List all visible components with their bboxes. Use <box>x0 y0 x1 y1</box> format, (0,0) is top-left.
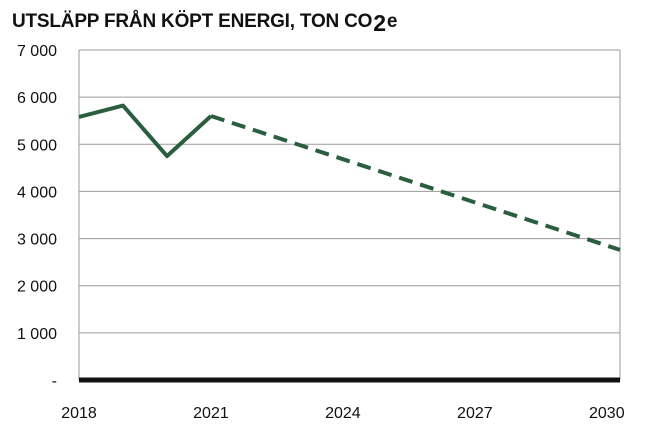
actual-line <box>78 103 213 159</box>
chart-title: UTSLÄPP FRÅN KÖPT ENERGI, TON CO2e <box>12 6 398 36</box>
y-tick-label: 4 000 <box>17 184 57 201</box>
chart-title-main: UTSLÄPP FRÅN KÖPT ENERGI, TON CO <box>12 11 373 32</box>
x-tick-label: 2030 <box>589 405 625 422</box>
x-tick-label: 2027 <box>457 405 493 422</box>
forecast-line <box>210 114 621 252</box>
x-tick-label: 2021 <box>193 405 229 422</box>
y-tick-label: 1 000 <box>17 326 57 343</box>
x-tick-label: 2024 <box>325 405 361 422</box>
chart-title-subscript: 2 <box>373 10 386 36</box>
y-tick-label: - <box>52 373 57 390</box>
y-tick-label: 5 000 <box>17 137 57 154</box>
y-tick-label: 6 000 <box>17 90 57 107</box>
x-tick-label: 2018 <box>61 405 97 422</box>
y-tick-label: 2 000 <box>17 279 57 296</box>
chart-title-suffix: e <box>386 11 398 32</box>
y-tick-label: 3 000 <box>17 232 57 249</box>
y-tick-label: 7 000 <box>17 43 57 60</box>
